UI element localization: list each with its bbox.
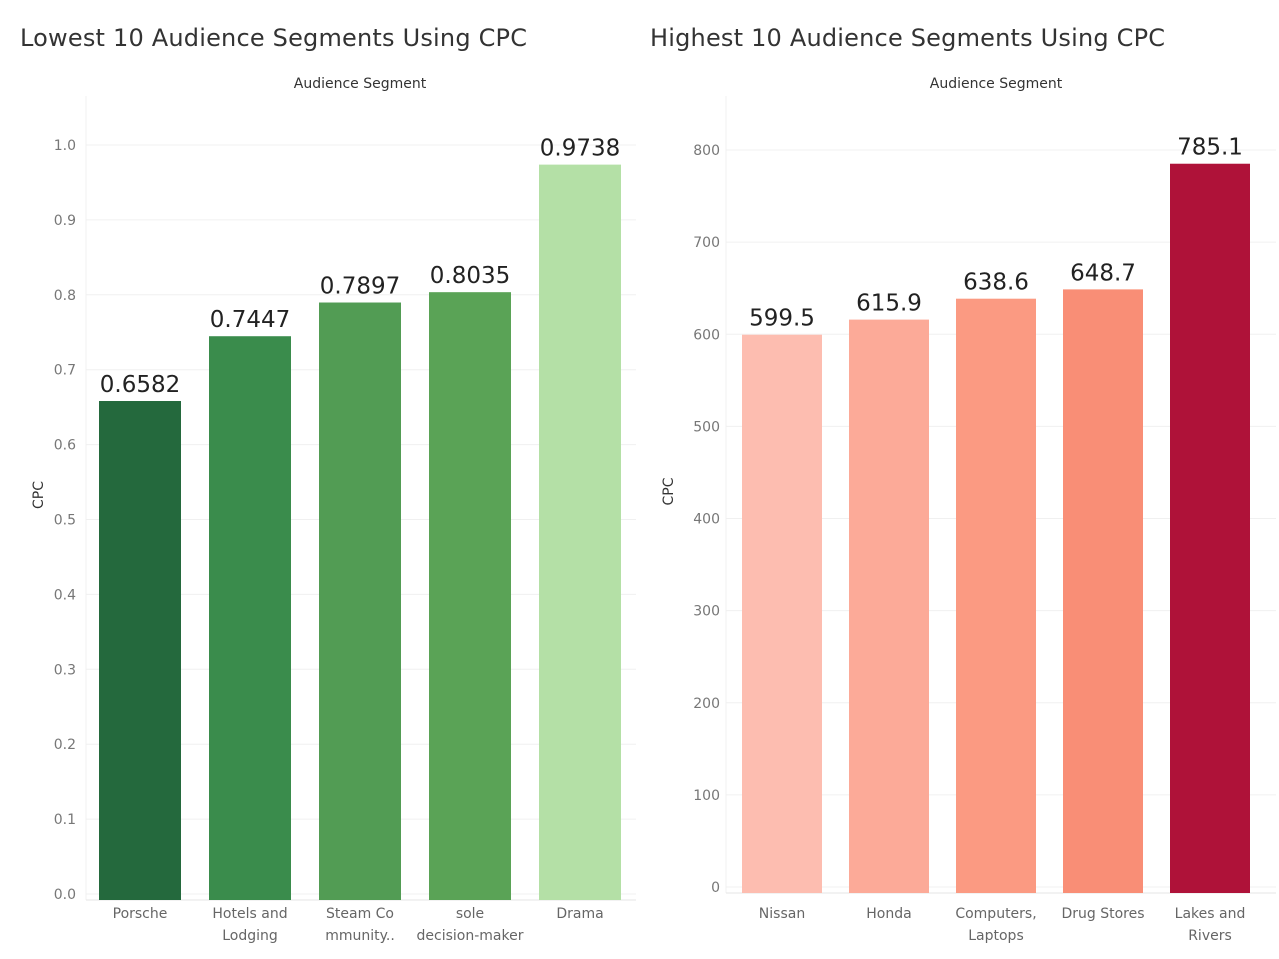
chart-title: Highest 10 Audience Segments Using CPC [650, 24, 1166, 52]
data-label: 0.7897 [320, 274, 400, 300]
category-label: sole [456, 906, 484, 922]
y-tick-label: 200 [693, 696, 720, 712]
data-label: 0.8035 [430, 263, 510, 289]
y-tick-label: 800 [693, 143, 720, 159]
y-tick-label: 100 [693, 788, 720, 804]
y-tick-label: 1.0 [54, 138, 76, 154]
data-label: 0.6582 [100, 372, 180, 398]
category-label: Nissan [759, 906, 805, 922]
y-axis-title: CPC [31, 481, 47, 509]
y-tick-label: 400 [693, 512, 720, 528]
category-label: Lodging [222, 928, 278, 944]
y-tick-label: 0.2 [54, 737, 76, 753]
category-label: Porsche [113, 906, 168, 922]
data-label: 615.9 [856, 291, 922, 317]
y-tick-label: 0.7 [54, 363, 76, 379]
category-label: Steam Co [326, 906, 394, 922]
y-tick-label: 0.1 [54, 812, 76, 828]
bar [319, 302, 401, 900]
chart-title: Lowest 10 Audience Segments Using CPC [20, 24, 528, 52]
category-label: Drama [556, 906, 603, 922]
data-label: 638.6 [963, 270, 1029, 296]
y-tick-label: 0.4 [54, 587, 76, 603]
x-axis-title: Audience Segment [930, 76, 1063, 92]
data-label: 599.5 [749, 306, 815, 332]
y-tick-label: 0.0 [54, 887, 76, 903]
category-label: Rivers [1188, 928, 1232, 944]
category-label: Hotels and [212, 906, 287, 922]
y-tick-label: 500 [693, 419, 720, 435]
category-label: mmunity.. [325, 928, 395, 944]
category-label: Lakes and [1175, 906, 1246, 922]
data-label: 0.7447 [210, 307, 290, 333]
bar [742, 334, 822, 893]
data-label: 0.9738 [540, 136, 620, 162]
data-label: 648.7 [1070, 260, 1136, 286]
y-tick-label: 0.9 [54, 213, 76, 229]
category-label: decision-maker [417, 928, 524, 944]
y-tick-label: 300 [693, 604, 720, 620]
y-tick-label: 0.8 [54, 288, 76, 304]
bar [849, 319, 929, 893]
bar-chart-lowest: 0.0 0.1 0.2 0.3 0.4 0.5 0.6 0.7 0.8 0.9 1.0 Audienc… [31, 76, 636, 944]
y-axis-title: CPC [661, 477, 677, 505]
category-label: Laptops [968, 928, 1024, 944]
data-label: 785.1 [1177, 135, 1243, 161]
category-label: Honda [866, 906, 911, 922]
y-tick-label: 0.6 [54, 438, 76, 454]
bar [429, 292, 511, 901]
bar [1063, 289, 1143, 893]
y-tick-label: 0 [711, 880, 720, 896]
x-axis-title: Audience Segment [294, 76, 427, 92]
y-tick-label: 0.3 [54, 662, 76, 678]
y-tick-label: 700 [693, 235, 720, 251]
bar [956, 298, 1036, 893]
category-label: Drug Stores [1061, 906, 1144, 922]
bar [99, 401, 181, 900]
category-label: Computers, [955, 906, 1036, 922]
chart-panel-highest: Highest 10 Audience Segments Using CPC 0… [640, 0, 1279, 959]
bar [1170, 163, 1250, 893]
bar [539, 164, 621, 901]
bar-chart-highest: 0 100 200 300 400 500 600 700 800 Audience Segmen… [661, 76, 1276, 944]
y-tick-label: 0.5 [54, 513, 76, 529]
chart-panel-lowest: Lowest 10 Audience Segments Using CPC 0.… [20, 24, 636, 944]
y-tick-label: 600 [693, 327, 720, 343]
bar [209, 336, 291, 900]
